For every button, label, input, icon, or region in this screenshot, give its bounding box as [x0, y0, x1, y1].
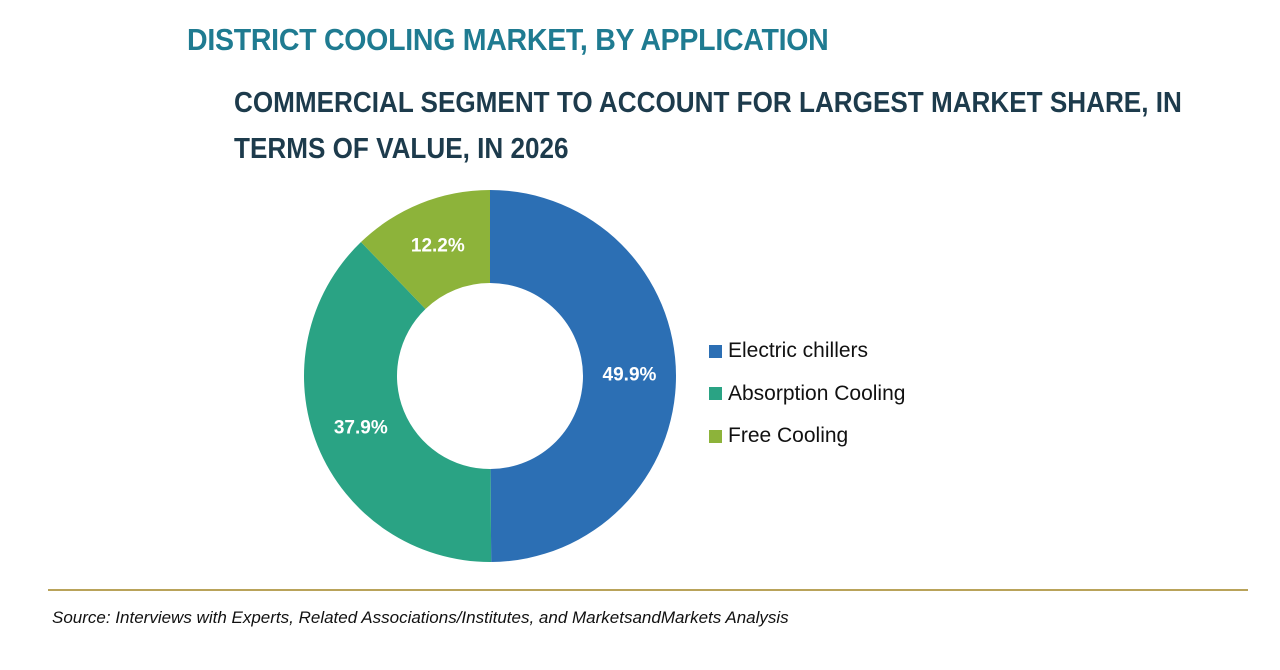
legend-item-free-cooling: Free Cooling [709, 415, 905, 458]
donut-slice-free-cooling [360, 190, 490, 310]
legend-label: Free Cooling [728, 424, 849, 448]
chart-title: DISTRICT COOLING MARKET, BY APPLICATION [187, 22, 829, 57]
donut-slice-electric-chillers [490, 190, 676, 562]
legend-label: Electric chillers [728, 339, 869, 363]
legend-swatch [709, 429, 722, 443]
legend-swatch [709, 344, 722, 358]
slice-label-electric-chillers: 49.9% [603, 365, 657, 386]
legend-item-absorption-cooling: Absorption Cooling [709, 373, 905, 416]
footer-divider [48, 589, 1248, 591]
slice-label-free-cooling: 12.2% [411, 236, 465, 257]
donut-slice-absorption-cooling [304, 242, 492, 562]
legend-label: Absorption Cooling [728, 381, 906, 405]
source-note: Source: Interviews with Experts, Related… [52, 608, 789, 627]
chart-subtitle: COMMERCIAL SEGMENT TO ACCOUNT FOR LARGES… [234, 87, 1182, 165]
chart-legend: Electric chillers Absorption Cooling Free … [709, 330, 905, 458]
slice-label-absorption-cooling: 37.9% [334, 418, 388, 439]
legend-swatch [709, 387, 722, 401]
legend-item-electric-chillers: Electric chillers [709, 330, 905, 373]
